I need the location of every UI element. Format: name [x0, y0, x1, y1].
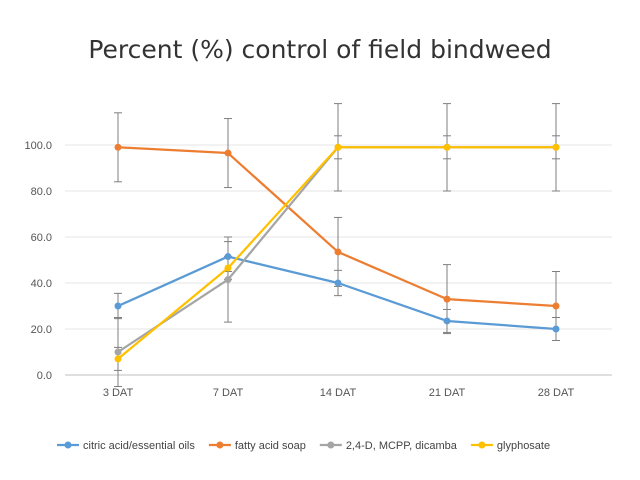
legend-marker — [216, 441, 224, 449]
x-tick-label: 3 DAT — [103, 387, 134, 399]
y-tick-label: 60.0 — [31, 232, 52, 244]
data-point — [224, 264, 232, 272]
x-tick-label: 28 DAT — [538, 387, 575, 399]
legend-label: 2,4-D, MCPP, dicamba — [346, 440, 458, 452]
data-point — [443, 143, 451, 151]
legend-marker — [478, 441, 486, 449]
legend-marker — [64, 441, 72, 449]
data-point — [552, 325, 560, 333]
data-point — [334, 248, 342, 256]
legend: citric acid/essential oils fatty acid soa… — [57, 440, 550, 452]
data-point — [224, 253, 232, 261]
x-axis-ticks: 3 DAT 7 DAT 14 DAT 21 DAT 28 DAT — [103, 387, 575, 399]
series-line — [117, 255, 557, 331]
data-point — [114, 143, 122, 151]
data-points — [114, 143, 560, 363]
data-point — [114, 348, 122, 356]
data-point — [552, 302, 560, 310]
legend-label: glyphosate — [497, 440, 550, 452]
data-point — [114, 302, 122, 310]
y-tick-label: 40.0 — [31, 278, 52, 290]
data-point — [443, 317, 451, 325]
legend-label: citric acid/essential oils — [83, 440, 195, 452]
chart-title: Percent (%) control of field bindweed — [88, 35, 551, 64]
data-point — [224, 149, 232, 157]
y-axis-ticks: 0.0 20.0 40.0 60.0 80.0 100.0 — [24, 140, 52, 382]
data-point — [443, 295, 451, 303]
data-point — [334, 279, 342, 287]
data-point — [334, 143, 342, 151]
x-tick-label: 21 DAT — [429, 387, 466, 399]
x-tick-label: 7 DAT — [213, 387, 244, 399]
y-tick-label: 100.0 — [24, 140, 52, 152]
data-point — [552, 143, 560, 151]
legend-label: fatty acid soap — [235, 440, 306, 452]
y-tick-label: 80.0 — [31, 186, 52, 198]
x-tick-label: 14 DAT — [320, 387, 357, 399]
data-point — [114, 355, 122, 363]
y-tick-label: 20.0 — [31, 324, 52, 336]
data-point — [224, 276, 232, 284]
legend-marker — [327, 441, 335, 449]
y-tick-label: 0.0 — [37, 370, 52, 382]
